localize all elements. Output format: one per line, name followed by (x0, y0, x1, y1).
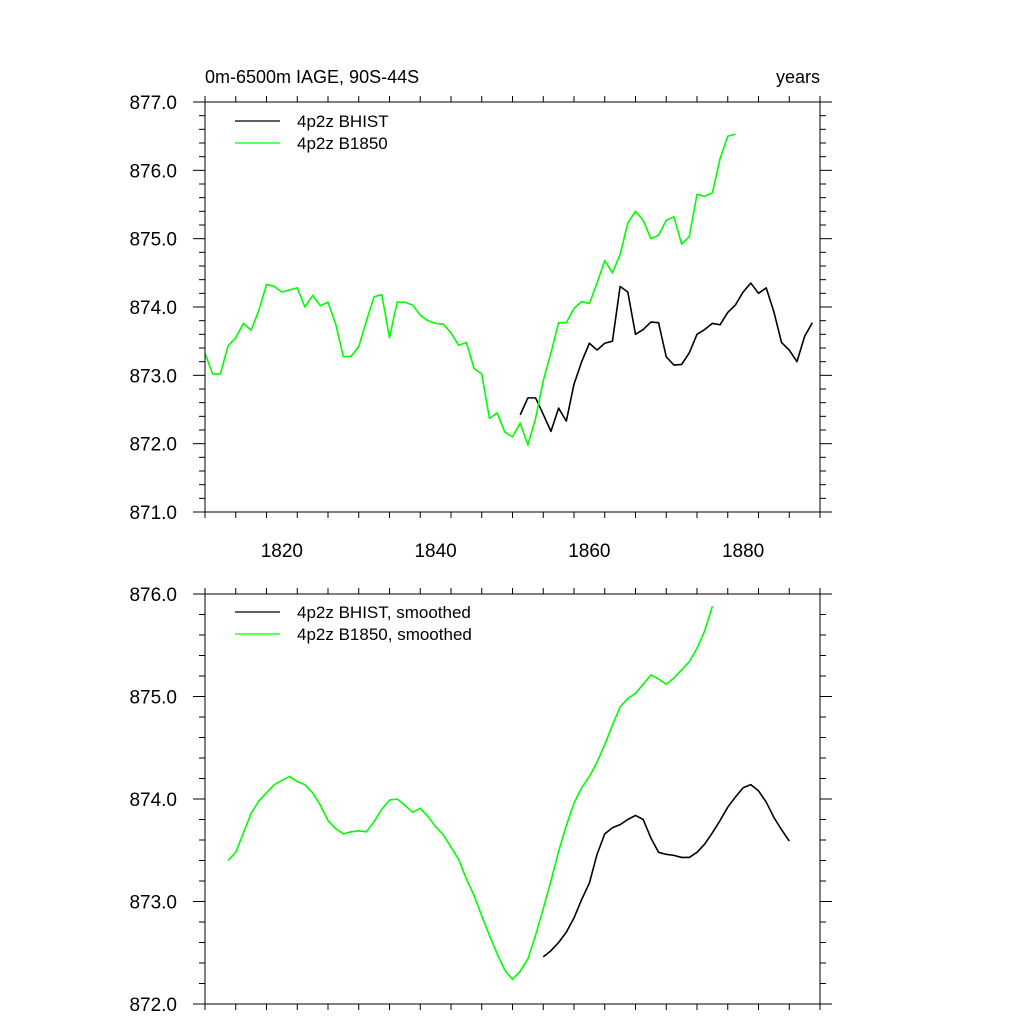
legend-label-b1850-smoothed: 4p2z B1850, smoothed (297, 625, 472, 644)
y-tick-label: 877.0 (129, 93, 177, 114)
x-tick-label: 1860 (568, 541, 610, 562)
x-tick-label: 1840 (414, 541, 456, 562)
bottom-line-chart: 872.0 873.0 874.0 875.0 876.0 4p2z BHIST, sm… (129, 585, 832, 1016)
legend-label-bhist-smoothed: 4p2z BHIST, smoothed (297, 603, 471, 622)
x-tick-label: 1880 (722, 541, 764, 562)
x-tick-label: 1820 (261, 541, 303, 562)
top-plot-frame (204, 101, 821, 513)
y-tick-label: 876.0 (129, 585, 177, 606)
legend-label-bhist: 4p2z BHIST (297, 112, 389, 131)
series-line-1 (204, 133, 736, 446)
chart-title-right: years (776, 67, 820, 87)
y-tick-label: 875.0 (129, 688, 177, 709)
y-tick-label: 875.0 (129, 230, 177, 251)
top-series-lines (204, 133, 814, 446)
top-axis-ticks (193, 96, 832, 518)
y-tick-label: 872.0 (129, 995, 177, 1016)
bottom-plot-frame (204, 593, 821, 1005)
y-tick-label: 871.0 (129, 503, 177, 524)
top-line-chart: 0m-6500m IAGE, 90S-44S years 871.0872.08… (129, 67, 832, 562)
y-tick-label: 873.0 (129, 366, 177, 387)
series-line-0 (519, 282, 814, 433)
top-legend: 4p2z BHIST 4p2z B1850 (235, 112, 389, 153)
y-tick-label: 876.0 (129, 161, 177, 182)
bottom-axis-ticks (193, 588, 832, 1010)
legend-label-b1850: 4p2z B1850 (297, 134, 388, 153)
top-y-tick-labels: 871.0 872.0 873.0 874.0 875.0 876.0 877.0 (129, 93, 177, 524)
y-tick-label: 873.0 (129, 893, 177, 914)
series-line-0 (542, 783, 790, 958)
bottom-y-tick-labels: 872.0 873.0 874.0 875.0 876.0 (129, 585, 177, 1016)
bottom-series-lines (227, 606, 790, 981)
y-tick-label: 874.0 (129, 790, 177, 811)
y-tick-label: 872.0 (129, 435, 177, 456)
y-tick-label: 874.0 (129, 298, 177, 319)
top-x-tick-labels: 1820 1840 1860 1880 (261, 541, 765, 562)
series-line-1 (227, 606, 714, 981)
chart-title-left: 0m-6500m IAGE, 90S-44S (205, 67, 419, 87)
bottom-legend: 4p2z BHIST, smoothed 4p2z B1850, smoothe… (235, 603, 472, 644)
